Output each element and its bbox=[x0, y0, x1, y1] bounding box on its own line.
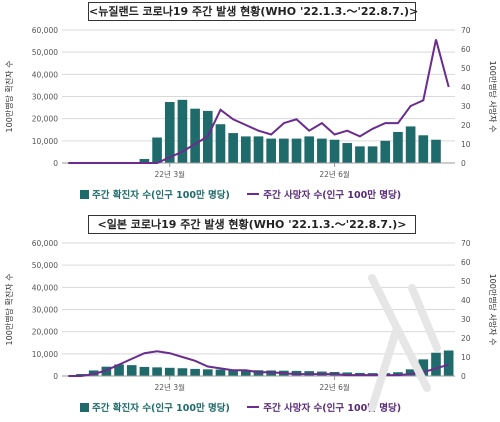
data-bar bbox=[228, 133, 238, 163]
y2-tick-label: 20 bbox=[461, 334, 471, 343]
y2-tick-label: 30 bbox=[461, 315, 471, 324]
y2-tick-label: 0 bbox=[461, 159, 466, 168]
data-bar bbox=[139, 159, 150, 163]
data-bar bbox=[279, 138, 289, 163]
y-tick-label: 0 bbox=[53, 372, 58, 381]
y2-tick-label: 50 bbox=[461, 64, 471, 73]
y2-axis-title: 100만명당 사망자 수 bbox=[488, 61, 498, 133]
x-tick-label: 22년 6월 bbox=[319, 169, 350, 179]
data-bar bbox=[152, 367, 162, 376]
legend-bar-swatch bbox=[80, 190, 89, 199]
x-tick-label: 22년 6월 bbox=[319, 382, 350, 392]
legend-bar-swatch bbox=[80, 403, 89, 412]
y2-tick-label: 10 bbox=[461, 353, 471, 362]
data-bar bbox=[241, 370, 251, 376]
legend-bar-item: 주간 확진자 수(인구 100만 명당) bbox=[80, 401, 230, 417]
y2-tick-label: 60 bbox=[461, 258, 471, 267]
chart-panel-new-zealand: <뉴질랜드 코로나19 주간 발생 현황(WHO '22.1.3.～'22.8.… bbox=[0, 0, 500, 210]
chart-title: <뉴질랜드 코로나19 주간 발생 현황(WHO '22.1.3.～'22.8.… bbox=[88, 2, 418, 21]
y2-tick-label: 30 bbox=[461, 102, 471, 111]
legend-bar-item: 주간 확진자 수(인구 100만 명당) bbox=[80, 188, 230, 204]
legend-line-swatch bbox=[247, 193, 260, 195]
data-bar bbox=[317, 138, 327, 163]
y2-tick-label: 0 bbox=[461, 372, 466, 381]
chart-legend: 주간 확진자 수(인구 100만 명당) 주간 사망자 수(인구 100만 명당… bbox=[80, 401, 420, 417]
data-bar bbox=[152, 137, 162, 163]
legend-line-label: 주간 사망자 수(인구 100만 명당) bbox=[263, 190, 402, 201]
legend-bar-label: 주간 확진자 수(인구 100만 명당) bbox=[92, 190, 230, 201]
chart-legend: 주간 확진자 수(인구 100만 명당) 주간 사망자 수(인구 100만 명당… bbox=[80, 188, 420, 204]
y2-axis-title: 100만명당 사망자 수 bbox=[488, 274, 498, 346]
y-tick-label: 40,000 bbox=[32, 70, 58, 79]
legend-line-label: 주간 사망자 수(인구 100만 명당) bbox=[263, 403, 402, 414]
y-tick-label: 30,000 bbox=[32, 306, 58, 315]
y-tick-label: 60,000 bbox=[32, 26, 58, 35]
data-bar bbox=[164, 367, 175, 376]
data-bar bbox=[126, 365, 137, 376]
legend-line-item: 주간 사망자 수(인구 100만 명당) bbox=[233, 401, 401, 417]
y-axis-title: 100만명당 확진자 수 bbox=[4, 274, 14, 346]
y2-tick-label: 20 bbox=[461, 121, 471, 130]
y-tick-label: 20,000 bbox=[32, 115, 58, 124]
data-bar bbox=[355, 146, 365, 163]
data-bar bbox=[405, 126, 416, 163]
legend-line-swatch bbox=[247, 406, 260, 408]
data-bar bbox=[380, 140, 391, 163]
data-bar bbox=[291, 138, 302, 163]
data-bar bbox=[393, 131, 403, 163]
data-bar bbox=[228, 369, 238, 376]
y-tick-label: 20,000 bbox=[32, 328, 58, 337]
chart-svg: 0 10,000 20,000 30,000 40,000 50,000 60,000 0 10… bbox=[4, 26, 498, 179]
data-bar bbox=[215, 369, 226, 376]
data-bar bbox=[215, 124, 226, 163]
data-bar bbox=[266, 370, 276, 376]
data-bar bbox=[139, 366, 150, 376]
data-bar bbox=[164, 102, 175, 163]
data-bar bbox=[241, 136, 251, 163]
data-bar bbox=[202, 369, 213, 376]
data-bar bbox=[304, 136, 315, 163]
data-bar bbox=[190, 368, 200, 376]
y-tick-label: 50,000 bbox=[32, 48, 58, 57]
y-tick-label: 10,000 bbox=[32, 350, 58, 359]
y-tick-label: 10,000 bbox=[32, 137, 58, 146]
data-line-series bbox=[68, 39, 450, 164]
chart-title: <일본 코로나19 주간 발생 현황(WHO '22.1.3.～'22.8.7.… bbox=[88, 215, 416, 234]
data-bar bbox=[431, 352, 441, 376]
y2-tick-label: 40 bbox=[461, 83, 471, 92]
chart-svg: 0 10,000 20,000 30,000 40,000 50,000 60,000 0 10… bbox=[4, 239, 498, 392]
data-bar bbox=[190, 108, 200, 163]
y2-tick-label: 60 bbox=[461, 45, 471, 54]
y-axis-title: 100만명당 확진자 수 bbox=[4, 61, 14, 133]
data-bar bbox=[431, 139, 441, 163]
legend-bar-label: 주간 확진자 수(인구 100만 명당) bbox=[92, 403, 230, 414]
data-line-series bbox=[68, 350, 449, 377]
data-bar bbox=[418, 135, 429, 163]
y2-tick-label: 50 bbox=[461, 277, 471, 286]
data-bar bbox=[329, 139, 340, 163]
y2-tick-label: 70 bbox=[461, 26, 471, 35]
data-bar bbox=[342, 143, 353, 163]
legend-line-item: 주간 사망자 수(인구 100만 명당) bbox=[233, 188, 401, 204]
data-bar bbox=[177, 368, 188, 376]
y2-tick-label: 10 bbox=[461, 140, 471, 149]
y-tick-label: 50,000 bbox=[32, 261, 58, 270]
y-tick-label: 0 bbox=[53, 159, 58, 168]
x-tick-label: 22년 3월 bbox=[155, 169, 186, 179]
y2-tick-label: 70 bbox=[461, 239, 471, 248]
data-bar bbox=[177, 99, 188, 163]
data-bar bbox=[253, 136, 264, 163]
data-bar bbox=[367, 146, 378, 163]
x-tick-label: 22년 3월 bbox=[155, 382, 186, 392]
data-bar bbox=[114, 364, 124, 376]
data-bar bbox=[266, 138, 276, 163]
chart-panel-japan: <일본 코로나19 주간 발생 현황(WHO '22.1.3.～'22.8.7.… bbox=[0, 213, 500, 422]
y-tick-label: 30,000 bbox=[32, 93, 58, 102]
y-tick-label: 60,000 bbox=[32, 239, 58, 248]
y-tick-label: 40,000 bbox=[32, 283, 58, 292]
y2-tick-label: 40 bbox=[461, 296, 471, 305]
data-bar bbox=[443, 350, 454, 376]
